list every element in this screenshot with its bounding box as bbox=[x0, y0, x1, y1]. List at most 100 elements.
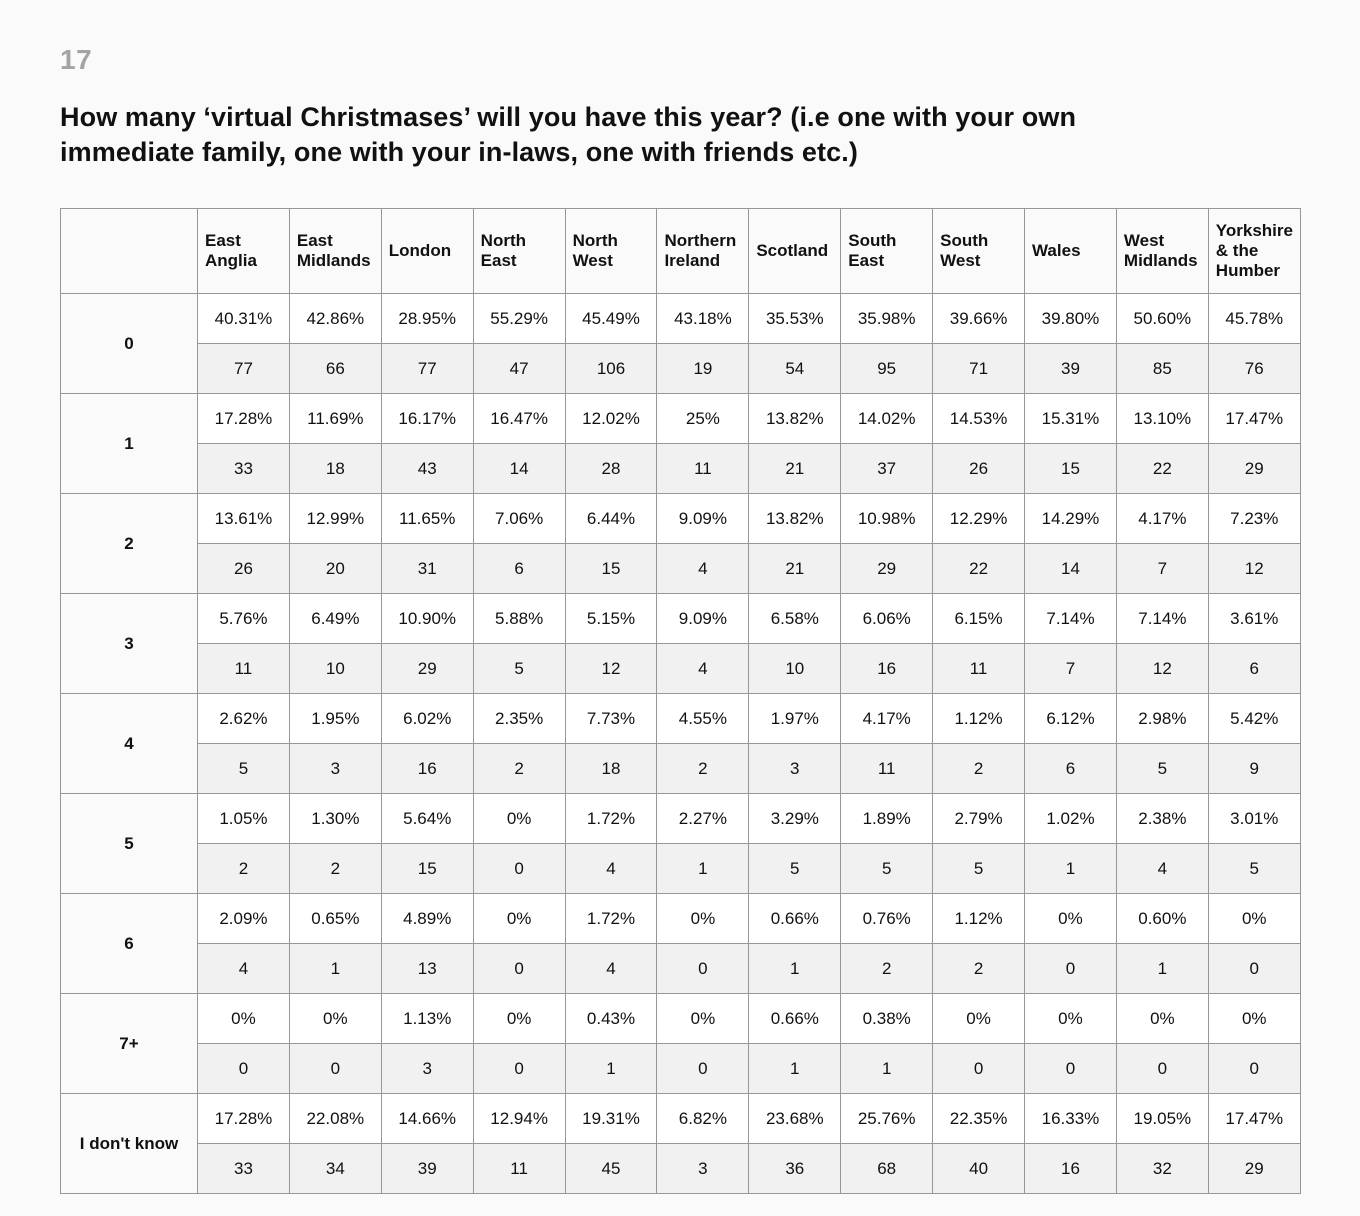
region-column-header: Wales bbox=[1024, 208, 1117, 295]
count-cell: 1 bbox=[1024, 843, 1117, 895]
count-cell: 0 bbox=[288, 1043, 382, 1095]
count-cell: 32 bbox=[1115, 1143, 1209, 1195]
count-cell: 106 bbox=[564, 343, 658, 395]
count-cell: 5 bbox=[1207, 843, 1301, 895]
percent-cell: 16.33% bbox=[1024, 1093, 1117, 1145]
percent-cell: 16.17% bbox=[380, 393, 474, 445]
percent-cell: 10.98% bbox=[840, 493, 934, 545]
count-cell: 4 bbox=[564, 843, 658, 895]
percent-cell: 2.35% bbox=[472, 693, 566, 745]
answer-label: 0 bbox=[60, 293, 198, 395]
percent-cell: 0.65% bbox=[288, 893, 382, 945]
percent-cell: 12.94% bbox=[472, 1093, 566, 1145]
percent-cell: 17.47% bbox=[1207, 393, 1301, 445]
percent-cell: 0.38% bbox=[840, 993, 934, 1045]
count-cell: 12 bbox=[564, 643, 658, 695]
count-cell: 0 bbox=[472, 1043, 566, 1095]
count-cell: 29 bbox=[1207, 443, 1301, 495]
percent-cell: 0% bbox=[656, 893, 750, 945]
percent-cell: 4.17% bbox=[1115, 493, 1209, 545]
percent-cell: 1.02% bbox=[1024, 793, 1117, 845]
count-cell: 77 bbox=[380, 343, 474, 395]
percent-cell: 43.18% bbox=[656, 293, 750, 345]
percent-cell: 12.02% bbox=[564, 393, 658, 445]
percent-cell: 25.76% bbox=[840, 1093, 934, 1145]
count-cell: 18 bbox=[288, 443, 382, 495]
percent-cell: 2.62% bbox=[197, 693, 290, 745]
count-cell: 1 bbox=[564, 1043, 658, 1095]
count-cell: 15 bbox=[1024, 443, 1117, 495]
answer-count-row: 4 1 13 0 4 0 1 2 2 0 1 0 bbox=[61, 943, 1301, 995]
percent-cell: 28.95% bbox=[380, 293, 474, 345]
percent-cell: 1.97% bbox=[748, 693, 842, 745]
percent-cell: 39.66% bbox=[932, 293, 1026, 345]
count-cell: 77 bbox=[197, 343, 290, 395]
count-cell: 7 bbox=[1024, 643, 1117, 695]
percent-cell: 1.13% bbox=[380, 993, 474, 1045]
count-cell: 0 bbox=[1207, 1043, 1301, 1095]
percent-cell: 1.12% bbox=[932, 893, 1026, 945]
count-cell: 2 bbox=[932, 743, 1026, 795]
percent-cell: 4.55% bbox=[656, 693, 750, 745]
count-cell: 2 bbox=[932, 943, 1026, 995]
count-cell: 47 bbox=[472, 343, 566, 395]
count-cell: 18 bbox=[564, 743, 658, 795]
count-cell: 3 bbox=[748, 743, 842, 795]
count-cell: 2 bbox=[656, 743, 750, 795]
count-cell: 4 bbox=[656, 543, 750, 595]
count-cell: 0 bbox=[656, 943, 750, 995]
count-cell: 16 bbox=[1024, 1143, 1117, 1195]
percent-cell: 4.89% bbox=[380, 893, 474, 945]
percent-cell: 5.76% bbox=[197, 593, 290, 645]
table-body: 0 40.31% 42.86% 28.95% 55.29% 45.49% 43.18% 35.… bbox=[60, 293, 1301, 1195]
count-cell: 11 bbox=[656, 443, 750, 495]
count-cell: 0 bbox=[472, 943, 566, 995]
count-cell: 6 bbox=[1024, 743, 1117, 795]
answer-percent-row: 1 17.28% 11.69% 16.17% 16.47% 12.02% 25% 13.82%… bbox=[60, 393, 1301, 495]
percent-cell: 7.14% bbox=[1024, 593, 1117, 645]
percent-cell: 45.78% bbox=[1207, 293, 1301, 345]
count-cell: 13 bbox=[380, 943, 474, 995]
percent-cell: 0% bbox=[1024, 993, 1117, 1045]
percent-cell: 0% bbox=[1207, 893, 1301, 945]
count-cell: 1 bbox=[1115, 943, 1209, 995]
percent-cell: 3.29% bbox=[748, 793, 842, 845]
percent-cell: 0% bbox=[472, 993, 566, 1045]
answer-percent-row: 4 2.62% 1.95% 6.02% 2.35% 7.73% 4.55% 1.97% 4.17… bbox=[60, 693, 1301, 795]
percent-cell: 17.28% bbox=[197, 1093, 290, 1145]
percent-cell: 17.47% bbox=[1207, 1093, 1301, 1145]
count-cell: 3 bbox=[380, 1043, 474, 1095]
count-cell: 34 bbox=[288, 1143, 382, 1195]
question-number: 17 bbox=[60, 44, 93, 75]
percent-cell: 0.76% bbox=[840, 893, 934, 945]
count-cell: 12 bbox=[1207, 543, 1301, 595]
percent-cell: 22.08% bbox=[288, 1093, 382, 1145]
count-cell: 4 bbox=[656, 643, 750, 695]
count-cell: 1 bbox=[840, 1043, 934, 1095]
percent-cell: 1.89% bbox=[840, 793, 934, 845]
count-cell: 5 bbox=[197, 743, 290, 795]
count-cell: 33 bbox=[197, 443, 290, 495]
count-cell: 2 bbox=[472, 743, 566, 795]
count-cell: 14 bbox=[472, 443, 566, 495]
percent-cell: 1.72% bbox=[564, 793, 658, 845]
results-table: East Anglia East Midlands London North East… bbox=[60, 208, 1301, 1195]
answer-count-row: 26 20 31 6 15 4 21 29 22 14 7 12 bbox=[61, 543, 1301, 595]
count-cell: 14 bbox=[1024, 543, 1117, 595]
percent-cell: 1.05% bbox=[197, 793, 290, 845]
percent-cell: 13.82% bbox=[748, 493, 842, 545]
percent-cell: 7.23% bbox=[1207, 493, 1301, 545]
count-cell: 7 bbox=[1115, 543, 1209, 595]
count-cell: 29 bbox=[380, 643, 474, 695]
percent-cell: 14.02% bbox=[840, 393, 934, 445]
count-cell: 71 bbox=[932, 343, 1026, 395]
count-cell: 6 bbox=[472, 543, 566, 595]
count-cell: 26 bbox=[932, 443, 1026, 495]
count-cell: 21 bbox=[748, 443, 842, 495]
count-cell: 26 bbox=[197, 543, 290, 595]
count-cell: 0 bbox=[1024, 1043, 1117, 1095]
count-cell: 4 bbox=[197, 943, 290, 995]
percent-cell: 6.44% bbox=[564, 493, 658, 545]
count-cell: 2 bbox=[840, 943, 934, 995]
